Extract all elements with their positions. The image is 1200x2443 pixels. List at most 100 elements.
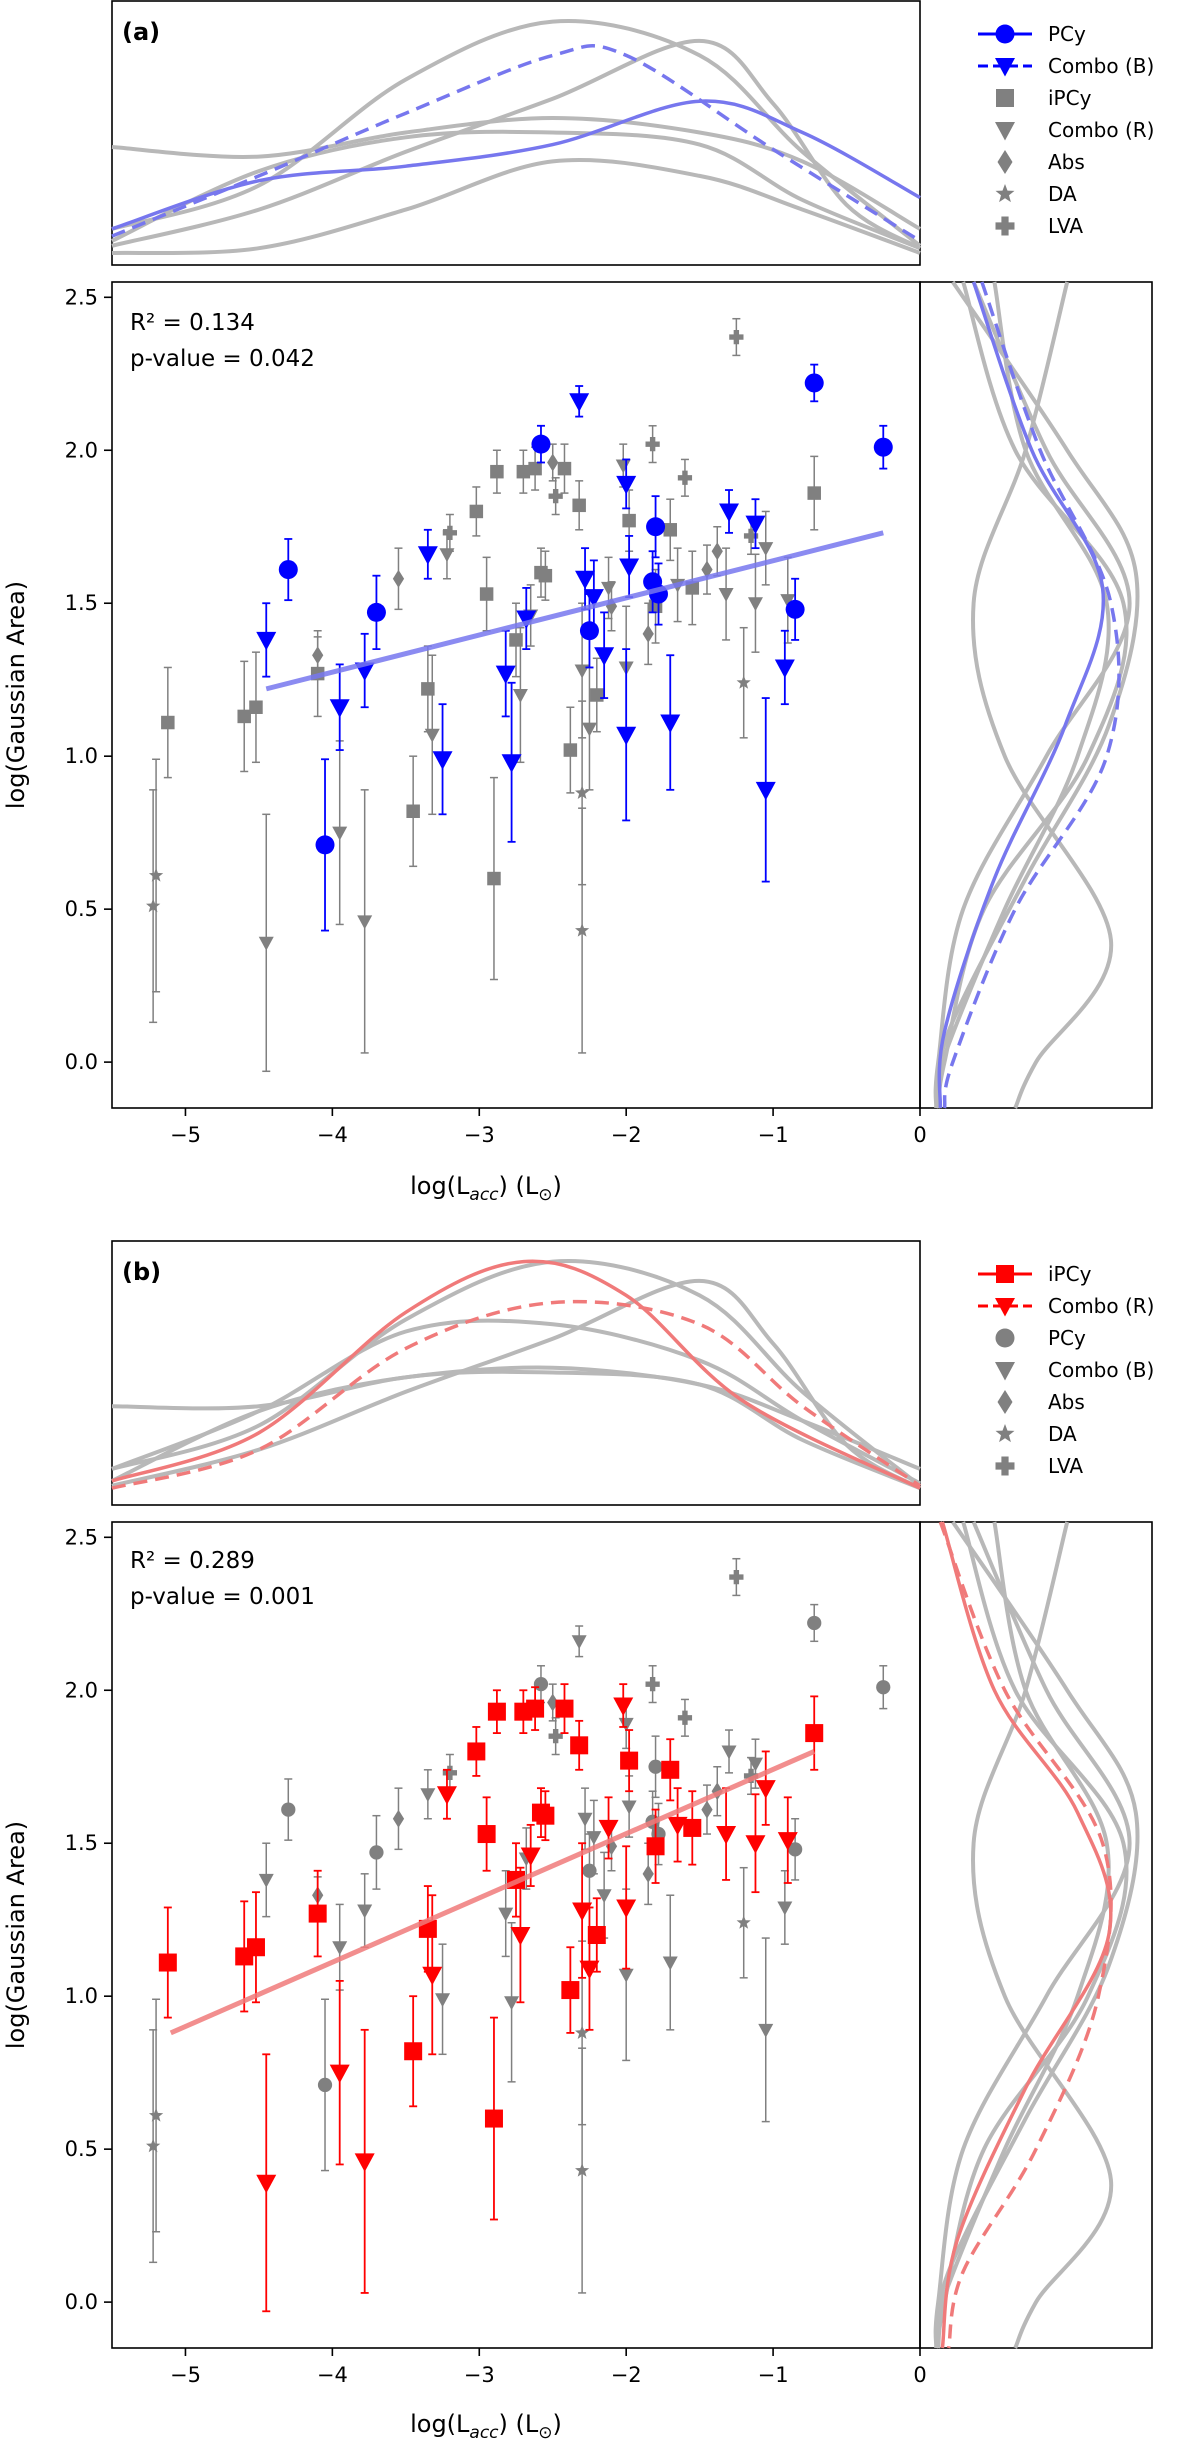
panel-a: (a) PCy Combo (B) iPCy Combo (R) Abs DA LVA −5 −4… [2, 0, 1154, 1205]
side-kde-grey-curve-3 [971, 1521, 1113, 2349]
data-point-PCy-0 [281, 1778, 296, 1841]
legend-item-ipcy: iPCy [978, 1262, 1092, 1286]
marker-tri_down [420, 1788, 436, 1803]
marker-square [526, 1699, 545, 1718]
side-kde-panel [919, 280, 1153, 1109]
series-iPCy [161, 443, 821, 981]
y-axis: 0.0 0.5 1.0 1.5 2.0 2.5 log(Gaussian Area) [2, 285, 112, 1074]
marker-tri_down [577, 1812, 593, 1827]
data-point-iPCy-4 [406, 755, 420, 868]
data-point-DA-0 [148, 758, 164, 993]
marker-tri_down [780, 594, 796, 609]
data-point-ComboB-18 [758, 1937, 774, 2123]
top-kde-grey-curve-0 [111, 157, 921, 256]
data-point-iPCy-12 [526, 1686, 545, 1731]
marker-square [479, 587, 494, 601]
data-point-ComboR-8 [581, 666, 597, 791]
data-point-iPCy-18 [590, 657, 604, 733]
legend-marker-circle [995, 1328, 1015, 1348]
data-point-ComboB-1 [329, 663, 350, 751]
marker-square [646, 1837, 665, 1856]
marker-circle [873, 437, 893, 457]
data-point-ComboR-5 [510, 1866, 531, 2004]
marker-tri_down [621, 1800, 637, 1815]
marker-square [587, 1926, 606, 1944]
data-point-ComboR-16 [777, 1796, 798, 1884]
marker-diamond [642, 1864, 654, 1883]
side-kde-grey-curve-0 [934, 1521, 1111, 2349]
data-point-Abs-5 [701, 1784, 713, 1835]
marker-tri_down [575, 570, 596, 590]
marker-tri_down [619, 558, 640, 578]
legend-marker-tri_down [995, 1298, 1015, 1317]
marker-tri_down [594, 647, 615, 666]
main-scatter-panel: −5 −4 −3 −2 −1 0 log(Lacc) (L⊙) 0.0 0.5 1.0 1.5 2.0… [2, 281, 927, 1205]
data-point-ComboB-11 [596, 1851, 612, 1939]
marker-tri_down [747, 597, 763, 612]
data-point-DA-1 [146, 789, 161, 1024]
y-tick-label: 0.0 [65, 2290, 98, 2314]
legend-item-abs: Abs [997, 150, 1085, 174]
regression-line [169, 1749, 816, 2036]
data-point-iPCy-8 [484, 2016, 503, 2221]
marker-square [467, 1742, 486, 1761]
marker-diamond [711, 542, 723, 561]
data-point-LVA-0 [442, 513, 458, 552]
top-kde-frame [111, 0, 921, 266]
top-kde-panel: (a) [111, 0, 922, 266]
legend-item-lva: LVA [995, 1454, 1083, 1478]
stats-annotation: R² = 0.134 p-value = 0.042 [130, 310, 315, 372]
marker-square [563, 743, 578, 757]
marker-square [622, 513, 636, 528]
marker-diamond [701, 560, 713, 579]
marker-tri_down [417, 546, 438, 565]
data-point-ComboB-15 [660, 654, 681, 791]
data-point-ComboR-4 [436, 1768, 457, 1820]
legend: iPCy Combo (R) PCy Combo (B) Abs DA LVA [978, 1262, 1154, 1478]
marker-tri_down [616, 475, 637, 495]
regression-line [265, 530, 884, 692]
top-kde-highlight-solid [111, 1259, 921, 1490]
data-point-ComboB-12 [616, 458, 637, 510]
data-point-ComboB-8 [571, 1625, 587, 1658]
data-point-iPCy-16 [561, 1946, 580, 2034]
data-point-ComboB-3 [420, 1769, 436, 1820]
data-point-iPCy-19 [620, 1729, 639, 1793]
x-axis: −5 −4 −3 −2 −1 0 log(Lacc) (L⊙) [170, 2348, 927, 2443]
data-point-PCy-2 [315, 758, 335, 932]
data-point-PCy-1 [369, 1814, 384, 1890]
side-kde-grey-curve-2 [934, 1520, 1140, 2349]
marker-diamond [392, 1809, 405, 1828]
data-point-PCy-2 [317, 1998, 333, 2172]
data-point-DA-4 [736, 626, 751, 739]
data-point-ComboR-1 [329, 1979, 350, 2166]
data-point-ComboB-14 [619, 535, 640, 599]
data-point-iPCy-5 [418, 1885, 437, 1973]
marker-circle [531, 434, 551, 454]
data-point-ComboB-9 [577, 1787, 593, 1851]
marker-circle [579, 621, 599, 641]
marker-square [683, 1818, 702, 1837]
marker-circle [648, 1759, 663, 1774]
side-kde-grey-curve-4 [936, 281, 1129, 1109]
top-kde-highlight-solid [111, 99, 921, 231]
data-point-ComboR-13 [716, 1787, 737, 1881]
series-LVA [442, 317, 759, 556]
data-point-iPCy-23 [807, 455, 821, 531]
series-ComboB [256, 385, 795, 883]
p-value-text: p-value = 0.001 [130, 1584, 315, 1610]
panel-b: (b) iPCy Combo (R) PCy Combo (B) Abs DA LVA −5 −4… [2, 1240, 1154, 2443]
data-point-iPCy-15 [555, 1683, 574, 1734]
data-point-ComboB-4 [432, 703, 453, 816]
marker-tri_down [721, 1745, 737, 1760]
marker-square [490, 464, 504, 479]
y-tick-label: 0.0 [65, 1050, 98, 1074]
series-Abs [312, 443, 723, 675]
legend-label: Abs [1048, 1390, 1085, 1414]
data-point-DA-3 [575, 807, 590, 1054]
data-point-ComboB-2 [357, 1873, 373, 1948]
marker-tri_down [329, 699, 350, 718]
data-point-iPCy-15 [557, 443, 572, 494]
x-tick-label: −1 [758, 2363, 789, 2387]
data-point-ComboB-16 [719, 489, 740, 534]
